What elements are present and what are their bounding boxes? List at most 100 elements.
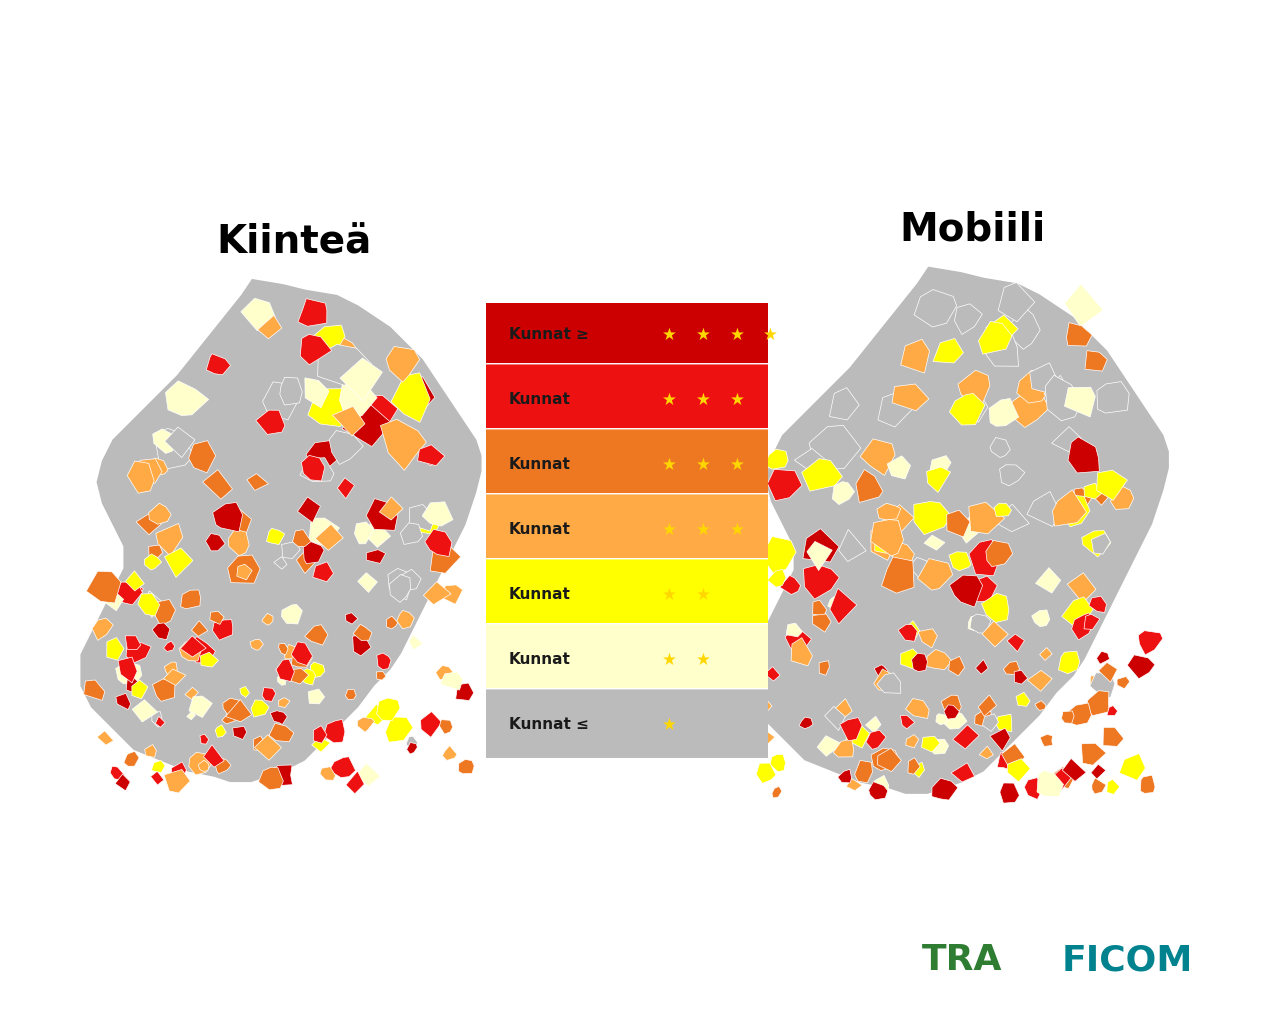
Polygon shape xyxy=(253,736,265,750)
Polygon shape xyxy=(943,705,960,719)
Text: TRA: TRA xyxy=(922,943,1002,978)
Text: ★: ★ xyxy=(662,521,677,539)
Polygon shape xyxy=(924,535,945,550)
Polygon shape xyxy=(127,461,154,493)
Polygon shape xyxy=(922,736,940,752)
Polygon shape xyxy=(239,686,250,698)
Polygon shape xyxy=(443,746,457,760)
Polygon shape xyxy=(801,459,842,491)
Polygon shape xyxy=(1128,655,1155,678)
Polygon shape xyxy=(188,637,215,663)
Text: ★: ★ xyxy=(662,326,677,344)
Polygon shape xyxy=(1016,693,1030,707)
Polygon shape xyxy=(870,748,900,770)
Polygon shape xyxy=(212,502,243,532)
Polygon shape xyxy=(155,716,165,727)
Polygon shape xyxy=(1009,390,1050,428)
Polygon shape xyxy=(899,625,918,641)
Polygon shape xyxy=(279,643,288,655)
Polygon shape xyxy=(262,614,273,625)
Polygon shape xyxy=(308,518,339,546)
Polygon shape xyxy=(366,498,398,531)
Polygon shape xyxy=(284,644,298,659)
Polygon shape xyxy=(346,690,356,700)
Polygon shape xyxy=(192,621,207,636)
Polygon shape xyxy=(780,575,800,594)
Polygon shape xyxy=(392,373,430,423)
Text: ★: ★ xyxy=(696,390,710,408)
Polygon shape xyxy=(950,393,986,425)
Polygon shape xyxy=(874,535,890,553)
Text: ★: ★ xyxy=(696,326,710,344)
Polygon shape xyxy=(764,537,796,574)
Polygon shape xyxy=(840,718,863,741)
Polygon shape xyxy=(1107,779,1120,795)
Polygon shape xyxy=(927,467,951,492)
Polygon shape xyxy=(346,771,365,794)
Polygon shape xyxy=(941,696,961,715)
Polygon shape xyxy=(301,455,325,481)
Polygon shape xyxy=(148,458,168,475)
Polygon shape xyxy=(803,529,840,562)
Polygon shape xyxy=(1053,766,1074,789)
Polygon shape xyxy=(927,649,952,669)
Polygon shape xyxy=(806,542,832,570)
Polygon shape xyxy=(165,381,209,416)
Polygon shape xyxy=(262,687,275,702)
Polygon shape xyxy=(1110,485,1134,510)
Polygon shape xyxy=(929,456,951,475)
Polygon shape xyxy=(165,427,195,458)
Polygon shape xyxy=(297,544,321,573)
Polygon shape xyxy=(1007,758,1030,782)
Polygon shape xyxy=(317,345,371,385)
Polygon shape xyxy=(1117,676,1130,688)
Polygon shape xyxy=(901,649,925,670)
Polygon shape xyxy=(202,469,233,499)
Polygon shape xyxy=(1071,613,1094,640)
Polygon shape xyxy=(156,524,183,556)
Polygon shape xyxy=(379,496,403,520)
Polygon shape xyxy=(408,635,422,650)
Polygon shape xyxy=(152,712,163,727)
Polygon shape xyxy=(241,298,275,331)
Polygon shape xyxy=(1036,567,1061,593)
Text: ★: ★ xyxy=(730,390,745,408)
Polygon shape xyxy=(293,530,311,547)
Polygon shape xyxy=(1032,610,1050,627)
Polygon shape xyxy=(311,737,330,752)
Polygon shape xyxy=(785,628,812,655)
Polygon shape xyxy=(799,717,813,729)
Polygon shape xyxy=(833,739,854,757)
Polygon shape xyxy=(115,661,142,684)
Polygon shape xyxy=(892,543,914,565)
Polygon shape xyxy=(422,501,453,526)
Polygon shape xyxy=(210,612,224,625)
Polygon shape xyxy=(1068,437,1100,473)
Polygon shape xyxy=(306,440,339,467)
Polygon shape xyxy=(224,510,251,533)
Polygon shape xyxy=(975,659,988,674)
Polygon shape xyxy=(189,696,212,718)
Polygon shape xyxy=(439,720,453,734)
Polygon shape xyxy=(221,712,236,724)
Polygon shape xyxy=(829,588,856,624)
Polygon shape xyxy=(152,679,177,702)
Polygon shape xyxy=(986,541,1012,567)
Polygon shape xyxy=(1059,495,1091,527)
Polygon shape xyxy=(223,699,239,715)
Polygon shape xyxy=(406,377,435,408)
Polygon shape xyxy=(931,739,948,754)
Polygon shape xyxy=(989,728,1010,751)
Polygon shape xyxy=(410,509,440,534)
Polygon shape xyxy=(1000,783,1019,803)
Polygon shape xyxy=(201,652,219,667)
Polygon shape xyxy=(361,520,390,548)
Polygon shape xyxy=(948,656,965,676)
Text: ★: ★ xyxy=(730,326,745,344)
Polygon shape xyxy=(278,673,287,685)
Text: ★: ★ xyxy=(696,651,710,668)
Polygon shape xyxy=(881,504,914,538)
Polygon shape xyxy=(791,638,813,666)
Polygon shape xyxy=(430,540,461,573)
Polygon shape xyxy=(269,723,294,742)
